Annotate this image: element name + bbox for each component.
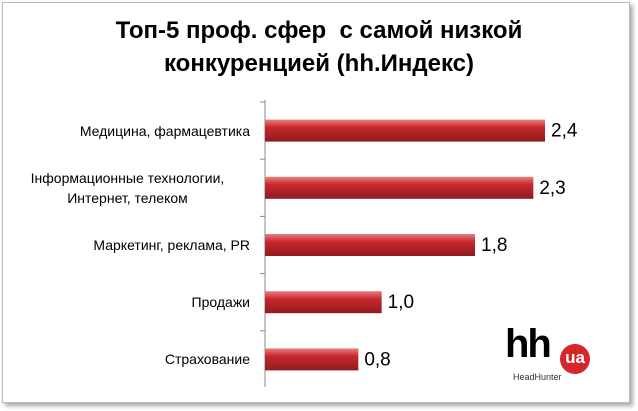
value-label: 1,8 xyxy=(481,235,507,256)
category-label: Страхование xyxy=(164,351,250,368)
value-label: 1,0 xyxy=(388,292,414,313)
category-label-box: Страхование xyxy=(5,349,250,369)
category-label: Інформационные технологии, Интернет, тел… xyxy=(30,169,225,206)
bar xyxy=(265,234,475,256)
chart-title: Топ-5 проф. сфер с самой низкой конкурен… xyxy=(115,17,529,77)
value-label: 0,8 xyxy=(364,349,390,370)
category-label-box: Продажи xyxy=(5,292,250,312)
bar xyxy=(265,119,545,142)
category-label: Продажи xyxy=(191,294,250,311)
bar xyxy=(265,176,534,199)
bar xyxy=(265,348,359,371)
value-label: 2,3 xyxy=(539,178,565,199)
category-label: Медицина, фармацевтика xyxy=(79,122,250,139)
logo-name: HeadHunter xyxy=(513,372,562,382)
category-label: Маркетинг, реклама, PR xyxy=(93,237,250,253)
logo-region: ua xyxy=(560,344,590,374)
bar xyxy=(265,291,382,314)
category-label-box: Медицина, фармацевтика xyxy=(5,121,250,141)
value-label: 2,4 xyxy=(551,121,578,142)
category-label-box: Маркетинг, реклама, PR xyxy=(5,235,250,255)
category-label-box: Інформационные технологии, Интернет, тел… xyxy=(5,168,250,208)
frame xyxy=(2,2,630,403)
logo-mark: hh xyxy=(505,322,552,366)
